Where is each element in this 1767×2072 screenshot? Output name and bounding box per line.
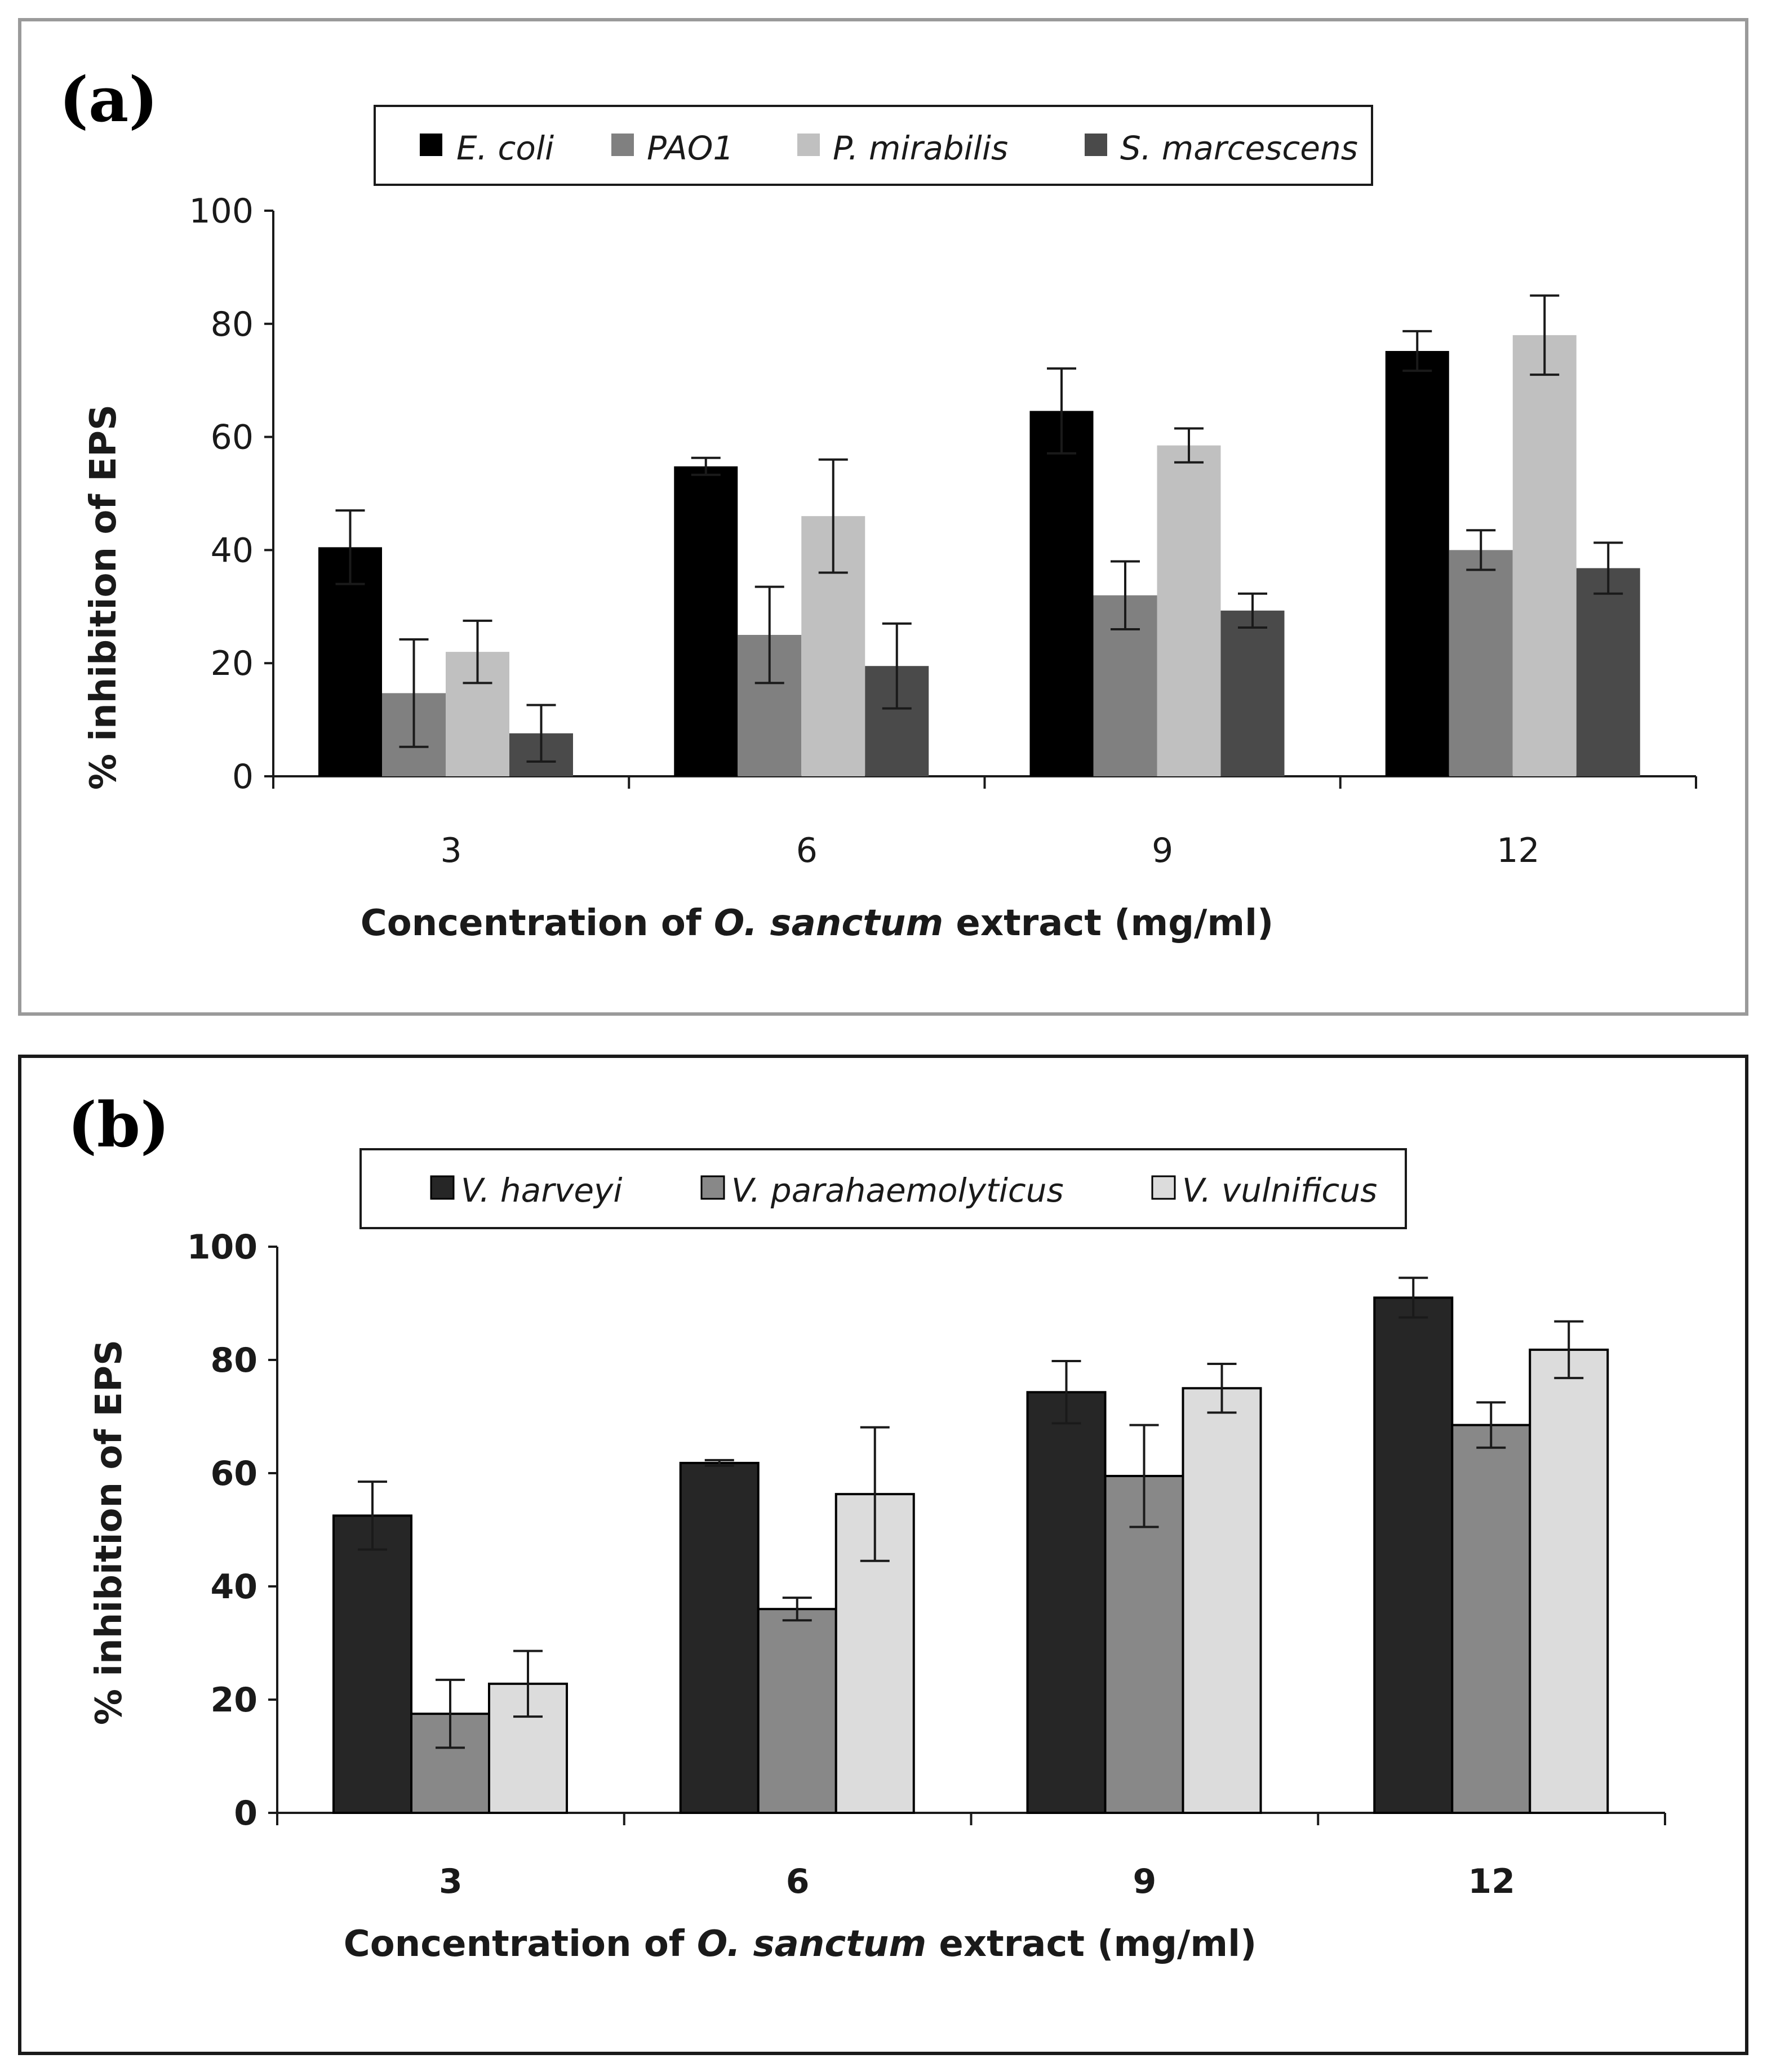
panel-a-bar-s1-c3 bbox=[1449, 550, 1513, 776]
panel-b-bar-s0-c2 bbox=[1026, 1391, 1107, 1814]
panel-b-error-bar-s0-c0 bbox=[358, 1480, 387, 1551]
panel-a-error-bar-s0-c0 bbox=[335, 509, 365, 585]
legend-a-swatch-1 bbox=[611, 134, 634, 156]
panel-a-bar-s0-c1 bbox=[674, 466, 738, 776]
legend-a-swatch-0 bbox=[420, 134, 442, 156]
panel-b-y-tick-label-3: 60 bbox=[211, 1454, 258, 1493]
plot-b: 0 20 40 60 80 100 3 6 9 12 bbox=[187, 1228, 1666, 1901]
panel-b-category-label-3: 12 bbox=[1468, 1862, 1515, 1901]
legend-a-label-2: P. mirabilis bbox=[833, 129, 1008, 167]
panel-b-label: (b) bbox=[68, 1088, 170, 1161]
panel-b-bar-s0-c0 bbox=[332, 1514, 412, 1814]
panel-a-x-axis-title-pre: Concentration of bbox=[361, 902, 714, 944]
panel-b-error-bar-s1-c3 bbox=[1476, 1401, 1506, 1449]
panel-b-x-axis-title-pre: Concentration of bbox=[344, 1923, 697, 1965]
panel-a-y-tick-label-4: 80 bbox=[211, 305, 254, 344]
legend-a: E. coli PAO1 P. mirabilis S. marcescens bbox=[420, 129, 1358, 167]
panel-a-error-bar-s3-c3 bbox=[1593, 541, 1623, 595]
panel-b-bar-s0-c1 bbox=[679, 1461, 760, 1814]
panel-a-category-label-1: 6 bbox=[796, 831, 818, 870]
panel-a-bar-s2-c2 bbox=[1157, 445, 1221, 776]
panel-a-bar-s0-c0 bbox=[318, 547, 382, 776]
panel-a-error-bar-s2-c3 bbox=[1530, 294, 1560, 376]
panel-b-error-bar-s0-c2 bbox=[1051, 1360, 1081, 1425]
panel-a-bar-s3-c3 bbox=[1576, 568, 1640, 776]
legend-b-label-0: V. harveyi bbox=[461, 1171, 623, 1210]
panel-b-bar-s1-c2 bbox=[1104, 1475, 1184, 1814]
panel-a-label: (a) bbox=[59, 63, 158, 136]
panel-a-error-bar-s0-c2 bbox=[1047, 367, 1076, 455]
panel-a-x-axis-title: Concentration of O. sanctum extract (mg/… bbox=[361, 902, 1274, 944]
panel-a-category-label-0: 3 bbox=[441, 831, 462, 870]
panel-b-y-tick-label-1: 20 bbox=[211, 1680, 258, 1720]
panel-b-error-bar-s0-c3 bbox=[1398, 1277, 1428, 1319]
panel-a-y-tick-label-0: 0 bbox=[232, 757, 254, 797]
panel-b-y-tick-label-0: 0 bbox=[234, 1794, 257, 1833]
panel-a-error-bar-s1-c1 bbox=[754, 585, 784, 684]
panel-a-y-axis-title: % inhibition of EPS bbox=[83, 404, 125, 790]
panel-a-y-tick-label-2: 40 bbox=[211, 531, 254, 570]
panel-a-y-tick-label-1: 20 bbox=[211, 644, 254, 683]
panel-b-error-bar-s2-c1 bbox=[860, 1426, 890, 1562]
plot-a: 0 20 40 60 80 100 3 6 9 12 bbox=[189, 192, 1697, 870]
panel-b-error-bar-s2-c2 bbox=[1207, 1363, 1237, 1414]
panel-b-y-tick-label-4: 80 bbox=[211, 1341, 258, 1380]
panel-a-error-bar-s0-c3 bbox=[1402, 330, 1432, 372]
legend-a-label-0: E. coli bbox=[456, 129, 554, 167]
panel-b-error-bar-s2-c0 bbox=[513, 1649, 543, 1718]
panel-a-error-bar-s1-c0 bbox=[399, 638, 429, 748]
legend-b-swatch-0 bbox=[430, 1175, 455, 1200]
panel-a-x-axis-title-post: extract (mg/ml) bbox=[943, 902, 1273, 944]
panel-b-category-label-0: 3 bbox=[439, 1862, 463, 1901]
panel-b-bar-s1-c3 bbox=[1451, 1424, 1531, 1814]
panel-a-error-bar-s0-c1 bbox=[691, 456, 721, 476]
panel-a-bar-s3-c2 bbox=[1220, 610, 1285, 776]
legend-a-box bbox=[374, 105, 1373, 186]
panel-b-category-label-2: 9 bbox=[1133, 1862, 1157, 1901]
panel-b-error-bar-s1-c2 bbox=[1129, 1424, 1159, 1528]
panel-a-error-bar-s3-c0 bbox=[526, 704, 556, 763]
panel-b-error-bar-s1-c0 bbox=[436, 1678, 465, 1749]
panel-b-bar-s2-c2 bbox=[1182, 1387, 1262, 1814]
legend-b-box bbox=[359, 1148, 1407, 1229]
legend-a-label-3: S. marcescens bbox=[1120, 129, 1358, 167]
panel-b-bar-s2-c3 bbox=[1529, 1348, 1609, 1814]
legend-b-swatch-1 bbox=[700, 1175, 725, 1200]
panel-b-error-bar-s2-c3 bbox=[1554, 1320, 1584, 1380]
panel-a-error-bar-s3-c1 bbox=[882, 622, 912, 710]
legend-b-label-2: V. vulnificus bbox=[1182, 1171, 1377, 1210]
panel-a-bar-s0-c3 bbox=[1385, 350, 1449, 776]
panel-a-bar-s0-c2 bbox=[1029, 411, 1094, 776]
legend-b-swatch-2 bbox=[1151, 1175, 1176, 1200]
panel-b-bar-s1-c1 bbox=[757, 1608, 837, 1814]
panel-a-category-label-3: 12 bbox=[1497, 831, 1539, 870]
legend-b: V. harveyi V. parahaemolyticus V. vulnif… bbox=[430, 1171, 1377, 1210]
panel-a-error-bar-s2-c1 bbox=[818, 458, 848, 574]
panel-b-x-axis-title-italic: O. sanctum bbox=[697, 1923, 926, 1965]
legend-a-swatch-2 bbox=[797, 134, 820, 156]
panel-b-x-axis-title-post: extract (mg/ml) bbox=[926, 1923, 1257, 1965]
panel-a-category-label-2: 9 bbox=[1152, 831, 1173, 870]
panel-a-y-tick-label-3: 60 bbox=[211, 418, 254, 457]
panel-b-error-bar-s0-c1 bbox=[704, 1459, 734, 1467]
legend-a-label-1: PAO1 bbox=[647, 129, 734, 167]
panel-a-y-tick-label-5: 100 bbox=[189, 192, 254, 231]
panel-a-error-bar-s2-c0 bbox=[463, 619, 492, 684]
panel-a-error-bar-s3-c2 bbox=[1238, 592, 1267, 629]
panel-b-category-label-1: 6 bbox=[786, 1862, 810, 1901]
panel-b-bar-s0-c3 bbox=[1373, 1296, 1454, 1814]
panel-b-y-tick-label-2: 40 bbox=[211, 1567, 258, 1607]
panel-b-x-axis-title: Concentration of O. sanctum extract (mg/… bbox=[344, 1923, 1257, 1965]
legend-a-swatch-3 bbox=[1085, 134, 1107, 156]
panel-a-bar-s2-c3 bbox=[1512, 335, 1577, 776]
panel-a-x-axis-title-italic: O. sanctum bbox=[714, 902, 943, 944]
panel-a-error-bar-s1-c3 bbox=[1466, 529, 1496, 571]
legend-b-label-1: V. parahaemolyticus bbox=[731, 1171, 1064, 1210]
panel-b-error-bar-s1-c1 bbox=[782, 1597, 812, 1622]
panel-b-y-tick-label-5: 100 bbox=[187, 1228, 257, 1267]
panel-a-error-bar-s2-c2 bbox=[1174, 427, 1204, 464]
panel-b-y-axis-title: % inhibition of EPS bbox=[88, 1340, 130, 1725]
panel-a-error-bar-s1-c2 bbox=[1111, 560, 1140, 630]
